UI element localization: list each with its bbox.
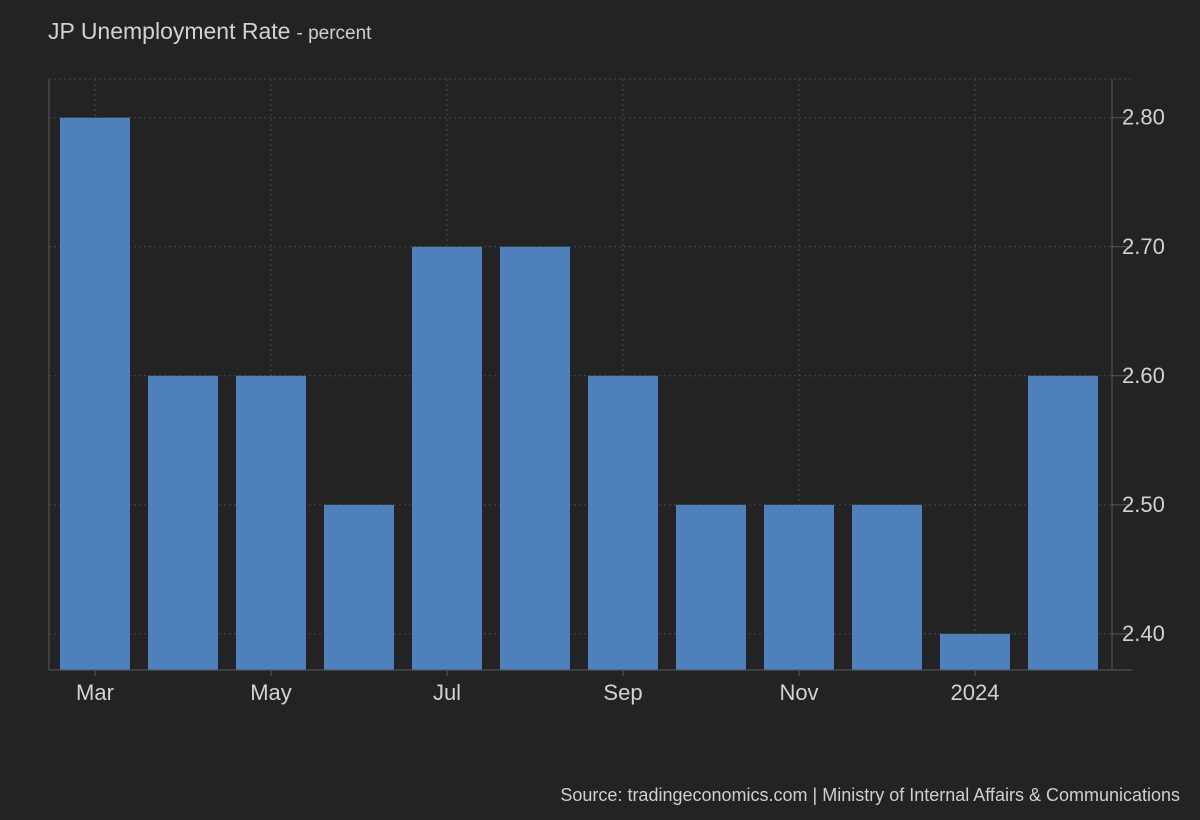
bar-feb [1028, 375, 1098, 670]
y-tick-label: 2.40 [1122, 621, 1165, 646]
bar-mar [60, 117, 130, 670]
bar-aug [500, 246, 570, 670]
bar-2024 [940, 633, 1010, 670]
tick-labels: 2.80 2.70 2.60 2.50 2.40 Mar May Jul Sep Nov 2024 [76, 105, 1165, 705]
bar-dec [852, 504, 922, 670]
bar-jun [324, 504, 394, 670]
bar-series [60, 117, 1098, 670]
x-tick-label: 2024 [951, 680, 1000, 705]
chart-unit-label: - percent [296, 23, 372, 44]
bar-jul [412, 246, 482, 670]
y-tick-label: 2.60 [1122, 363, 1165, 388]
axes [48, 79, 1132, 676]
bar-sep [588, 375, 658, 670]
bar-apr [148, 375, 218, 670]
x-tick-label: Jul [433, 680, 461, 705]
x-tick-label: Nov [779, 680, 818, 705]
chart-title-text: JP Unemployment Rate [48, 18, 291, 44]
bar-nov [764, 504, 834, 670]
chart-title: JP Unemployment Rate - percent [48, 18, 371, 45]
x-tick-label: Mar [76, 680, 114, 705]
bar-may [236, 375, 306, 670]
y-tick-label: 2.80 [1122, 105, 1165, 130]
y-tick-label: 2.50 [1122, 492, 1165, 517]
x-tick-label: May [250, 680, 292, 705]
x-tick-label: Sep [603, 680, 642, 705]
y-tick-label: 2.70 [1122, 234, 1165, 259]
bar-oct [676, 504, 746, 670]
source-attribution: Source: tradingeconomics.com | Ministry … [560, 785, 1180, 805]
